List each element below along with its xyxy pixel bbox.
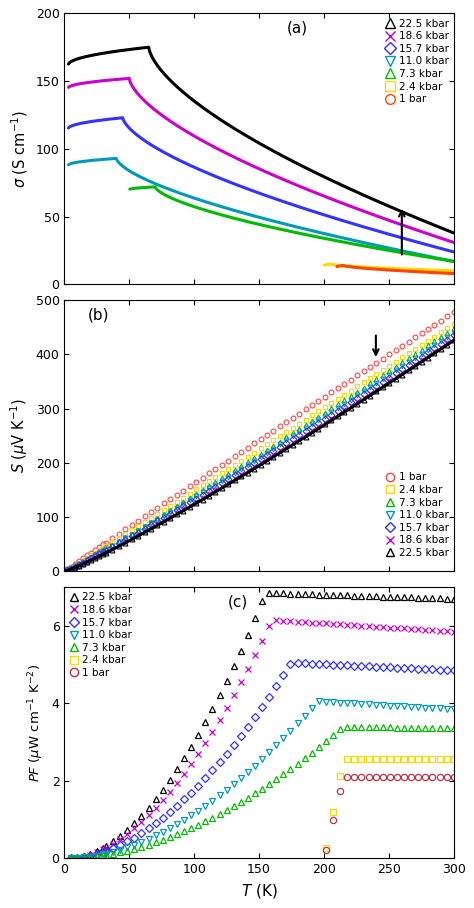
Text: (b): (b) [88, 307, 109, 322]
Legend: 22.5 kbar, 18.6 kbar, 15.7 kbar, 11.0 kbar, 7.3 kbar, 2.4 kbar, 1 bar: 22.5 kbar, 18.6 kbar, 15.7 kbar, 11.0 kb… [70, 592, 132, 678]
Text: (a): (a) [286, 20, 308, 35]
Legend: 1 bar, 2.4 kbar, 7.3 kbar, 11.0 kbar, 15.7 kbar, 18.6 kbar, 22.5 kbar: 1 bar, 2.4 kbar, 7.3 kbar, 11.0 kbar, 15… [386, 472, 448, 558]
Y-axis label: $PF$ ($\mu$W cm$^{-1}$ K$^{-2}$): $PF$ ($\mu$W cm$^{-1}$ K$^{-2}$) [27, 664, 46, 782]
X-axis label: $T$ (K): $T$ (K) [241, 882, 277, 900]
Y-axis label: $S$ ($\mu$V K$^{-1}$): $S$ ($\mu$V K$^{-1}$) [9, 398, 30, 473]
Y-axis label: $\sigma$ (S cm$^{-1}$): $\sigma$ (S cm$^{-1}$) [9, 110, 30, 188]
Legend: 22.5 kbar, 18.6 kbar, 15.7 kbar, 11.0 kbar, 7.3 kbar, 2.4 kbar, 1 bar: 22.5 kbar, 18.6 kbar, 15.7 kbar, 11.0 kb… [386, 18, 448, 104]
Text: (c): (c) [228, 594, 248, 609]
